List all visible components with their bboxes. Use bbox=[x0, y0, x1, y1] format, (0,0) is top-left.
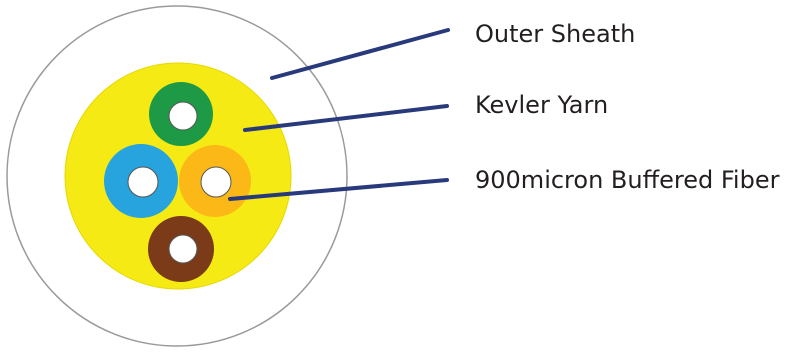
fiber-orange bbox=[179, 145, 251, 217]
leader-line-kevlar-yarn bbox=[243, 104, 449, 132]
label-outer-sheath: Outer Sheath bbox=[475, 20, 636, 48]
kevlar-yarn-circle bbox=[64, 62, 292, 290]
label-buffered-fiber: 900micron Buffered Fiber bbox=[475, 166, 780, 194]
leader-line-buffered-fiber bbox=[228, 178, 449, 201]
fiber-brown bbox=[148, 216, 214, 282]
fiber-blue bbox=[104, 144, 178, 218]
leader-line-outer-sheath bbox=[270, 28, 450, 80]
fiber-green bbox=[149, 82, 213, 146]
label-kevlar-yarn: Kevler Yarn bbox=[475, 91, 609, 119]
